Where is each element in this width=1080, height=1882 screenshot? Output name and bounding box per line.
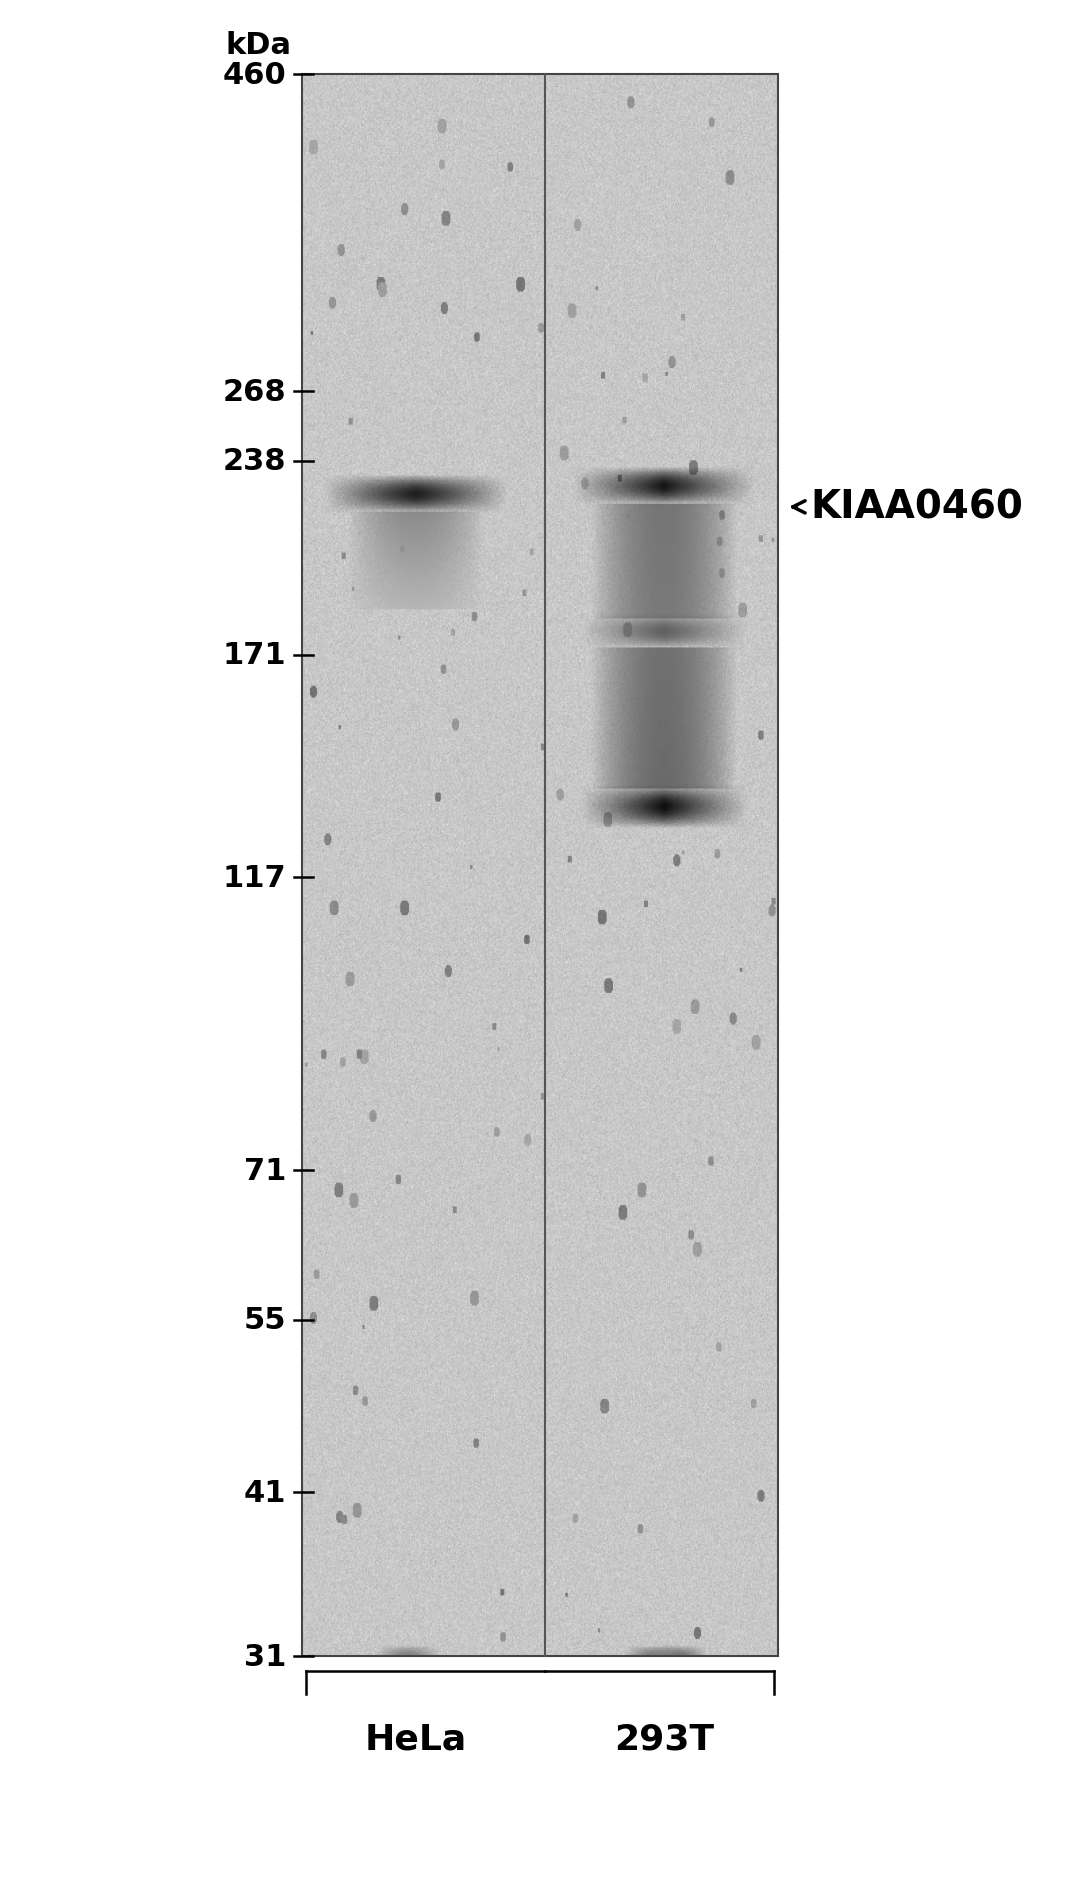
Bar [302, 75, 778, 1656]
Text: 71: 71 [244, 1156, 286, 1186]
Text: 460: 460 [222, 60, 286, 90]
Text: kDa: kDa [226, 32, 292, 60]
Text: 293T: 293T [615, 1722, 714, 1756]
Text: 41: 41 [244, 1477, 286, 1507]
Text: 55: 55 [244, 1306, 286, 1334]
Text: HeLa: HeLa [365, 1722, 467, 1756]
Text: 268: 268 [222, 378, 286, 407]
Text: 171: 171 [222, 640, 286, 670]
Text: 238: 238 [222, 448, 286, 476]
Text: 31: 31 [244, 1641, 286, 1671]
Text: 117: 117 [222, 864, 286, 892]
Text: KIAA0460: KIAA0460 [810, 489, 1023, 527]
